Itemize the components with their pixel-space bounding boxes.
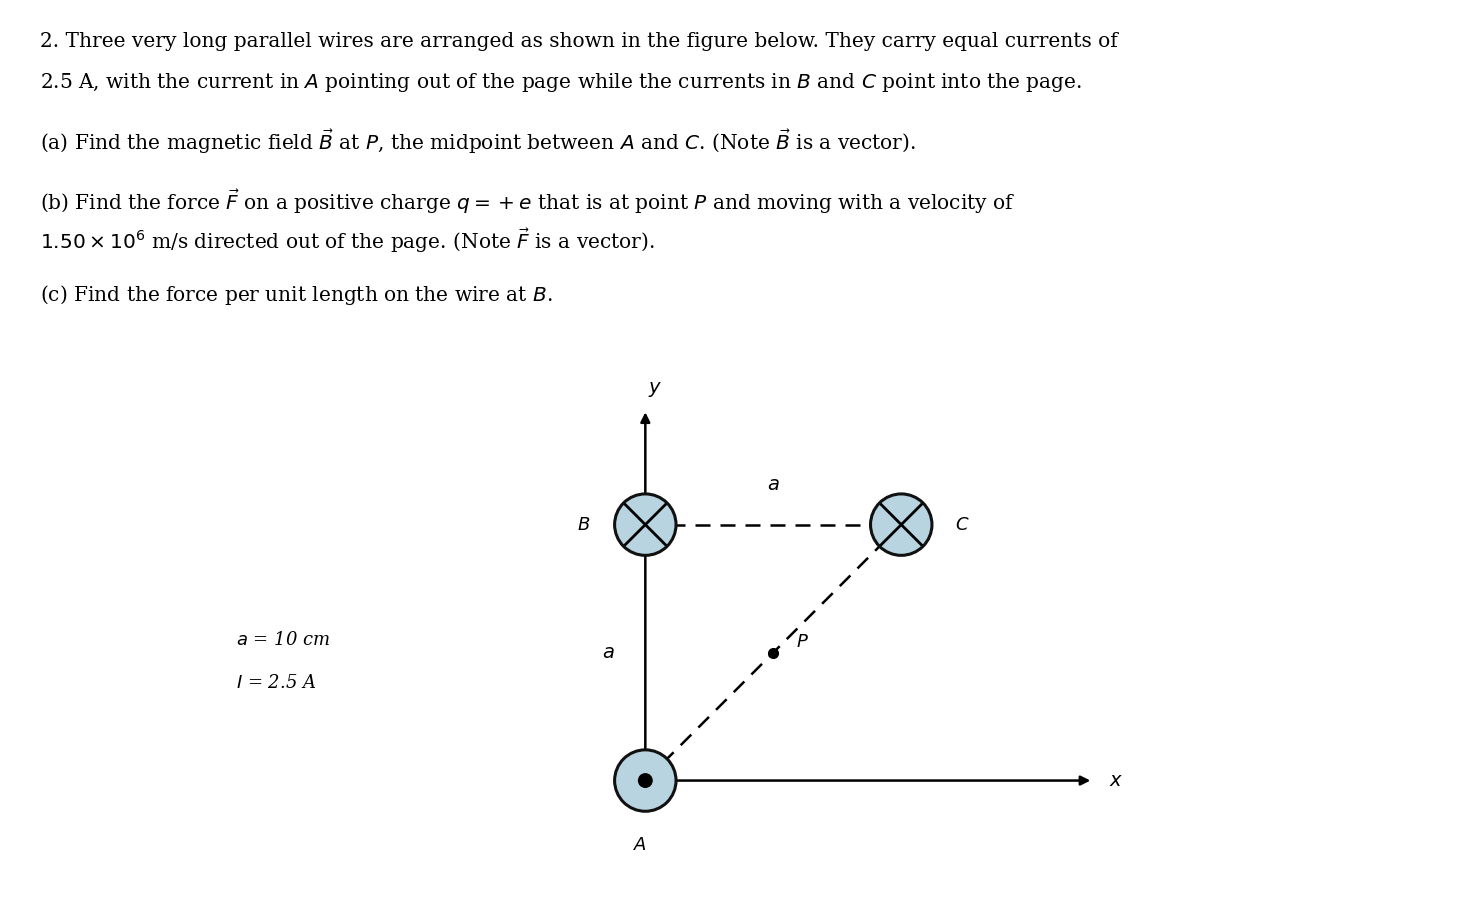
Text: $I$ = 2.5 A: $I$ = 2.5 A xyxy=(236,675,315,692)
Text: $B$: $B$ xyxy=(578,515,591,534)
Text: $y$: $y$ xyxy=(649,380,663,399)
Text: 2. Three very long parallel wires are arranged as shown in the figure below. The: 2. Three very long parallel wires are ar… xyxy=(40,32,1117,51)
Text: (c) Find the force per unit length on the wire at $B$.: (c) Find the force per unit length on th… xyxy=(40,283,553,307)
Text: $x$: $x$ xyxy=(1108,771,1123,790)
Text: $C$: $C$ xyxy=(955,515,970,534)
Text: (a) Find the magnetic field $\vec{B}$ at $P$, the midpoint between $A$ and $C$. : (a) Find the magnetic field $\vec{B}$ at… xyxy=(40,128,915,156)
Text: $a$: $a$ xyxy=(601,643,615,662)
Text: $P$: $P$ xyxy=(796,633,809,652)
Text: 2.5 A, with the current in $A$ pointing out of the page while the currents in $B: 2.5 A, with the current in $A$ pointing … xyxy=(40,71,1082,94)
Circle shape xyxy=(615,494,677,556)
Text: (b) Find the force $\vec{F}$ on a positive charge $q = +e$ that is at point $P$ : (b) Find the force $\vec{F}$ on a positi… xyxy=(40,187,1016,216)
Text: $a$ = 10 cm: $a$ = 10 cm xyxy=(236,631,330,649)
Circle shape xyxy=(615,749,677,812)
Circle shape xyxy=(638,774,652,787)
Text: $A$: $A$ xyxy=(634,835,647,854)
Circle shape xyxy=(871,494,932,556)
Text: $1.50 \times 10^6$ m/s directed out of the page. (Note $\vec{F}$ is a vector).: $1.50 \times 10^6$ m/s directed out of t… xyxy=(40,227,654,255)
Text: $a$: $a$ xyxy=(766,476,780,494)
